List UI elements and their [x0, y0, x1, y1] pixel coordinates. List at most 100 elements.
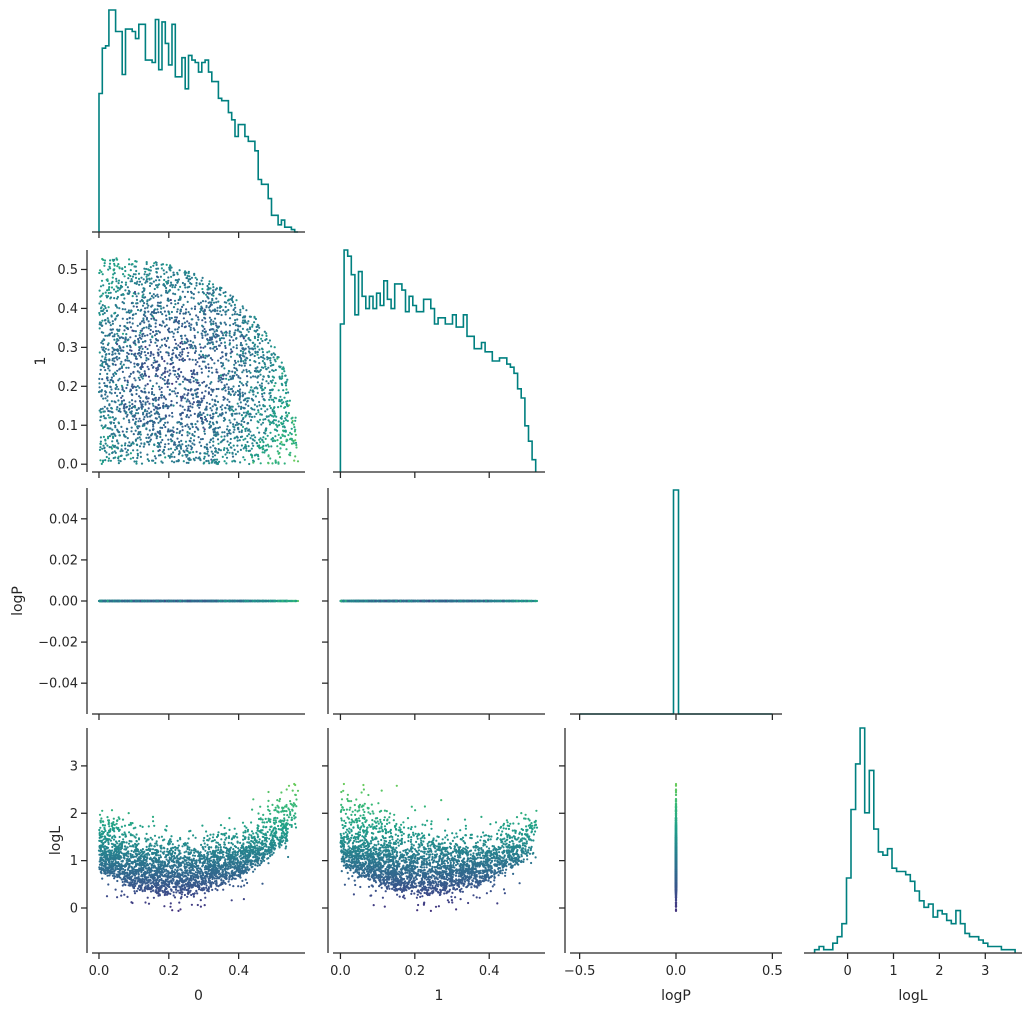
scatter-point	[168, 374, 171, 377]
scatter-point	[240, 414, 243, 417]
scatter-point	[157, 398, 160, 401]
scatter-point	[214, 427, 217, 430]
scatter-point	[146, 458, 149, 461]
scatter-point	[138, 349, 141, 352]
scatter-point	[130, 430, 133, 433]
scatter-point	[158, 364, 161, 367]
scatter-point	[98, 351, 101, 354]
scatter-point	[134, 423, 137, 426]
scatter-point	[132, 442, 135, 445]
scatter-point	[219, 376, 223, 379]
scatter-point	[137, 407, 140, 410]
scatter-point	[173, 299, 177, 302]
scatter-point	[110, 400, 113, 403]
y-axis-label-1: 1	[33, 357, 49, 366]
scatter-point	[217, 415, 220, 418]
scatter-point	[134, 276, 138, 279]
scatter-point	[242, 406, 245, 409]
scatter-point	[212, 423, 215, 426]
scatter-point	[110, 392, 113, 395]
scatter-point	[254, 317, 257, 321]
scatter-point	[167, 354, 170, 357]
scatter-point	[183, 378, 186, 381]
scatter-point	[190, 446, 194, 449]
scatter-point	[268, 370, 271, 373]
scatter-point	[211, 459, 215, 462]
scatter-point	[191, 403, 194, 406]
scatter-point	[139, 455, 142, 458]
scatter-point	[224, 386, 227, 389]
scatter-point	[135, 460, 138, 463]
scatter-point	[270, 398, 273, 401]
scatter-point	[180, 325, 184, 328]
scatter-point	[226, 434, 229, 437]
scatter-point	[240, 382, 243, 385]
scatter-point	[107, 268, 110, 271]
scatter-point	[272, 369, 275, 372]
scatter-point	[242, 447, 245, 450]
scatter-point	[153, 359, 156, 362]
scatter-point	[204, 390, 207, 393]
scatter-point	[104, 397, 107, 400]
scatter-point	[229, 441, 232, 445]
scatter-point	[128, 375, 131, 378]
scatter-point	[290, 427, 293, 430]
scatter-point	[147, 268, 150, 271]
scatter-point	[171, 411, 174, 415]
scatter-point	[111, 451, 114, 454]
scatter-point	[191, 372, 195, 375]
scatter-point	[109, 259, 112, 262]
scatter-point	[148, 272, 151, 275]
scatter-point	[246, 375, 249, 378]
scatter-point	[151, 391, 154, 394]
scatter-point	[241, 391, 244, 394]
scatter-point	[129, 388, 132, 391]
scatter-point	[104, 334, 107, 337]
scatter-point	[244, 415, 247, 418]
scatter-point	[145, 359, 148, 362]
scatter-point	[137, 363, 140, 366]
scatter-point	[189, 339, 192, 343]
scatter-point	[236, 439, 239, 442]
scatter-point	[139, 401, 142, 404]
scatter-point	[172, 451, 175, 454]
scatter-point	[210, 303, 213, 306]
scatter-point	[260, 382, 263, 385]
scatter-point	[252, 434, 255, 437]
scatter-point	[103, 262, 106, 265]
scatter-point	[153, 397, 156, 400]
scatter-point	[146, 347, 149, 351]
scatter-point	[225, 383, 228, 386]
scatter-point	[209, 416, 213, 419]
scatter-point	[152, 293, 155, 296]
scatter-point	[218, 306, 222, 309]
scatter-point	[193, 459, 196, 462]
scatter-point	[237, 360, 240, 363]
scatter-point	[264, 437, 267, 440]
scatter-point	[107, 457, 111, 460]
scatter-point	[188, 400, 191, 403]
scatter-point	[247, 320, 250, 323]
scatter-point	[193, 373, 196, 376]
scatter-point	[115, 385, 119, 388]
scatter-point	[150, 352, 153, 355]
scatter-point	[198, 303, 201, 306]
scatter-point	[132, 449, 135, 452]
scatter-point	[263, 357, 266, 360]
scatter-point	[214, 447, 217, 450]
scatter-point	[123, 265, 127, 269]
scatter-point	[217, 359, 220, 362]
scatter-point	[147, 375, 151, 378]
scatter-point	[276, 450, 279, 453]
scatter-point	[240, 420, 243, 423]
scatter-point	[127, 277, 130, 280]
scatter-point	[115, 277, 118, 280]
scatter-point	[205, 384, 208, 387]
scatter-point	[247, 337, 250, 340]
scatter-point	[283, 396, 286, 399]
scatter-point	[209, 357, 212, 360]
scatter-point	[131, 322, 134, 325]
scatter-point	[215, 407, 219, 410]
scatter-point	[104, 369, 107, 372]
scatter-point	[228, 339, 231, 342]
